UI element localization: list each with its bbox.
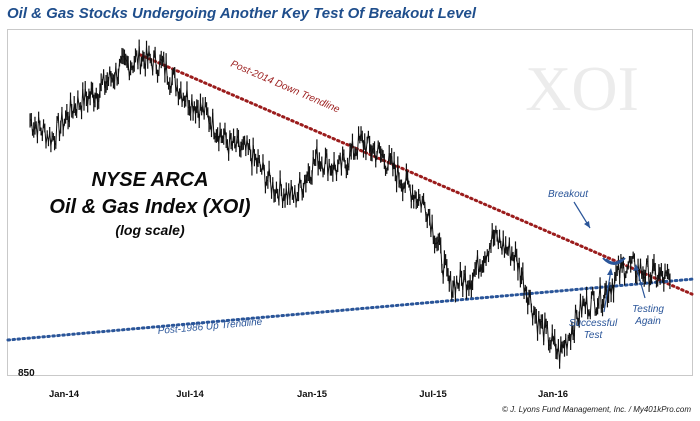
x-tick-label-0: Jan-14 (49, 389, 80, 400)
annotation-testing: Testing (632, 304, 664, 315)
trendline-label-up: Post-1986 Up Trendline (157, 317, 263, 337)
overlay-title-line-1: NYSE ARCA (91, 169, 208, 191)
footer-credit: © J. Lyons Fund Management, Inc. / My401… (502, 405, 691, 414)
test-arc-1 (602, 257, 626, 265)
annotation-arrowhead-test (607, 268, 613, 275)
annotation-arrowhead-breakout (584, 221, 590, 228)
x-tick-label-3: Jul-15 (419, 389, 447, 400)
chart-title: Oil & Gas Stocks Undergoing Another Key … (7, 5, 476, 22)
annotation-breakout: Breakout (548, 189, 589, 200)
y-tick-label: 850 (18, 368, 35, 379)
price-line (29, 46, 671, 364)
annotation-test: Test (584, 330, 604, 341)
trendline-1 (6, 277, 694, 342)
price-series (29, 39, 671, 369)
annotation-arrowhead-again (633, 264, 639, 271)
overlay-title-line-3: (log scale) (115, 222, 185, 238)
annotation-again: Again (634, 316, 661, 327)
trendline-0 (138, 53, 694, 296)
watermark-text: XOI (525, 53, 639, 124)
annotation-successful: Successful (569, 318, 618, 329)
test-arc-2 (605, 258, 623, 264)
x-tick-label-4: Jan-16 (538, 389, 568, 400)
annotation-arrow-test (603, 269, 612, 313)
trendline-label-down: Post-2014 Down Trendline (229, 59, 342, 116)
x-tick-label-2: Jan-15 (297, 389, 328, 400)
x-tick-label-1: Jul-14 (176, 389, 204, 400)
overlay-title-line-2: Oil & Gas Index (XOI) (49, 196, 250, 218)
annotation-arrow-again (635, 265, 646, 299)
